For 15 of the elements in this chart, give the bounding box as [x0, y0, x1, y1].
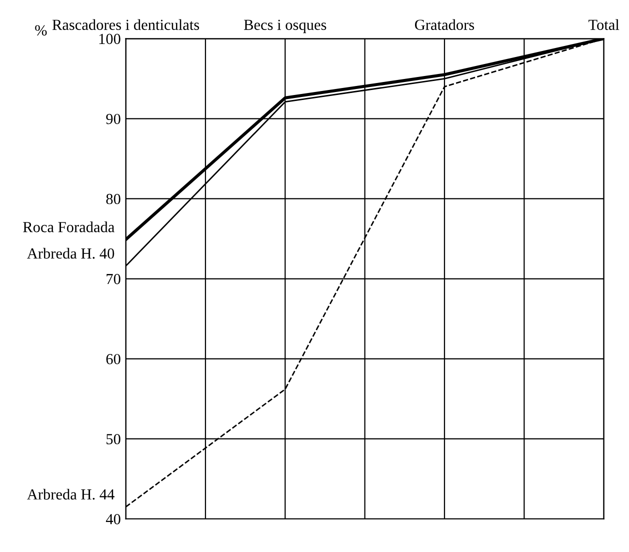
y-tick-label: 90 — [106, 114, 120, 124]
x-tick-label: Gratadors — [415, 19, 474, 30]
y-tick-label: 70 — [106, 274, 120, 284]
x-tick-label: Becs i osques — [244, 20, 326, 34]
y-axis-title: % — [35, 25, 47, 36]
series-label: Arbreda H. 44 — [27, 488, 114, 500]
y-tick-label: 60 — [106, 354, 120, 364]
x-tick-label: Rascadores i denticulats — [52, 19, 200, 30]
x-tick-label: Total — [588, 19, 620, 30]
series-label: Arbreda H. 40 — [27, 248, 114, 259]
y-tick-label: 40 — [106, 514, 120, 524]
y-tick-label: 100 — [99, 34, 120, 44]
series-label: Roca Foradada — [23, 222, 114, 232]
y-tick-label: 80 — [106, 194, 120, 204]
y-tick-label: 50 — [106, 434, 120, 444]
